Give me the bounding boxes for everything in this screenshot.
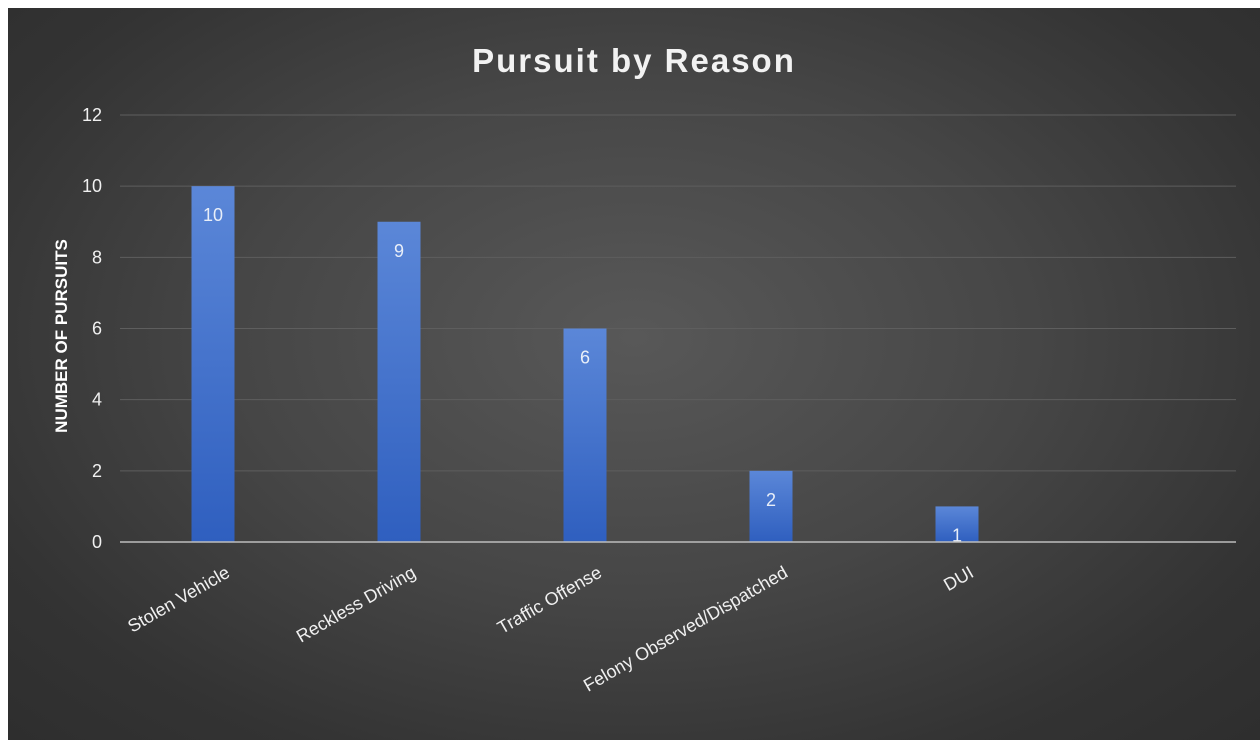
data-label: 6 [580,348,590,368]
gridlines [120,114,1236,472]
data-label: 2 [766,490,776,510]
x-tick-label: Felony Observed/Dispatched [580,562,791,695]
chart-title: Pursuit by Reason [472,42,796,79]
data-label: 10 [203,205,223,225]
bar [563,328,607,542]
y-tick-labels: 0 2 4 6 8 10 12 [82,105,102,552]
bars: 10 9 6 2 1 [191,186,979,545]
x-tick-label: Stolen Vehicle [124,562,233,636]
x-tick-label: Reckless Driving [293,562,419,646]
data-label: 9 [394,241,404,261]
y-tick-label: 8 [92,247,102,267]
bar [935,506,979,542]
x-tick-label: Traffic Offense [494,562,605,638]
bar-chart-plot: 0 2 4 6 8 10 12 10 9 6 2 1 Stolen Vehicle Reckless … [82,105,1236,696]
y-tick-label: 0 [92,532,102,552]
x-tick-label: DUI [940,562,977,595]
y-tick-label: 2 [92,461,102,481]
bar [377,221,421,542]
bar [749,470,793,542]
x-tick-labels: Stolen Vehicle Reckless Driving Traffic Of… [124,562,977,695]
y-tick-label: 4 [92,390,102,410]
bar [191,186,235,542]
y-tick-label: 6 [92,319,102,339]
y-tick-label: 10 [82,176,102,196]
y-tick-label: 12 [82,105,102,125]
data-label: 1 [952,525,962,545]
